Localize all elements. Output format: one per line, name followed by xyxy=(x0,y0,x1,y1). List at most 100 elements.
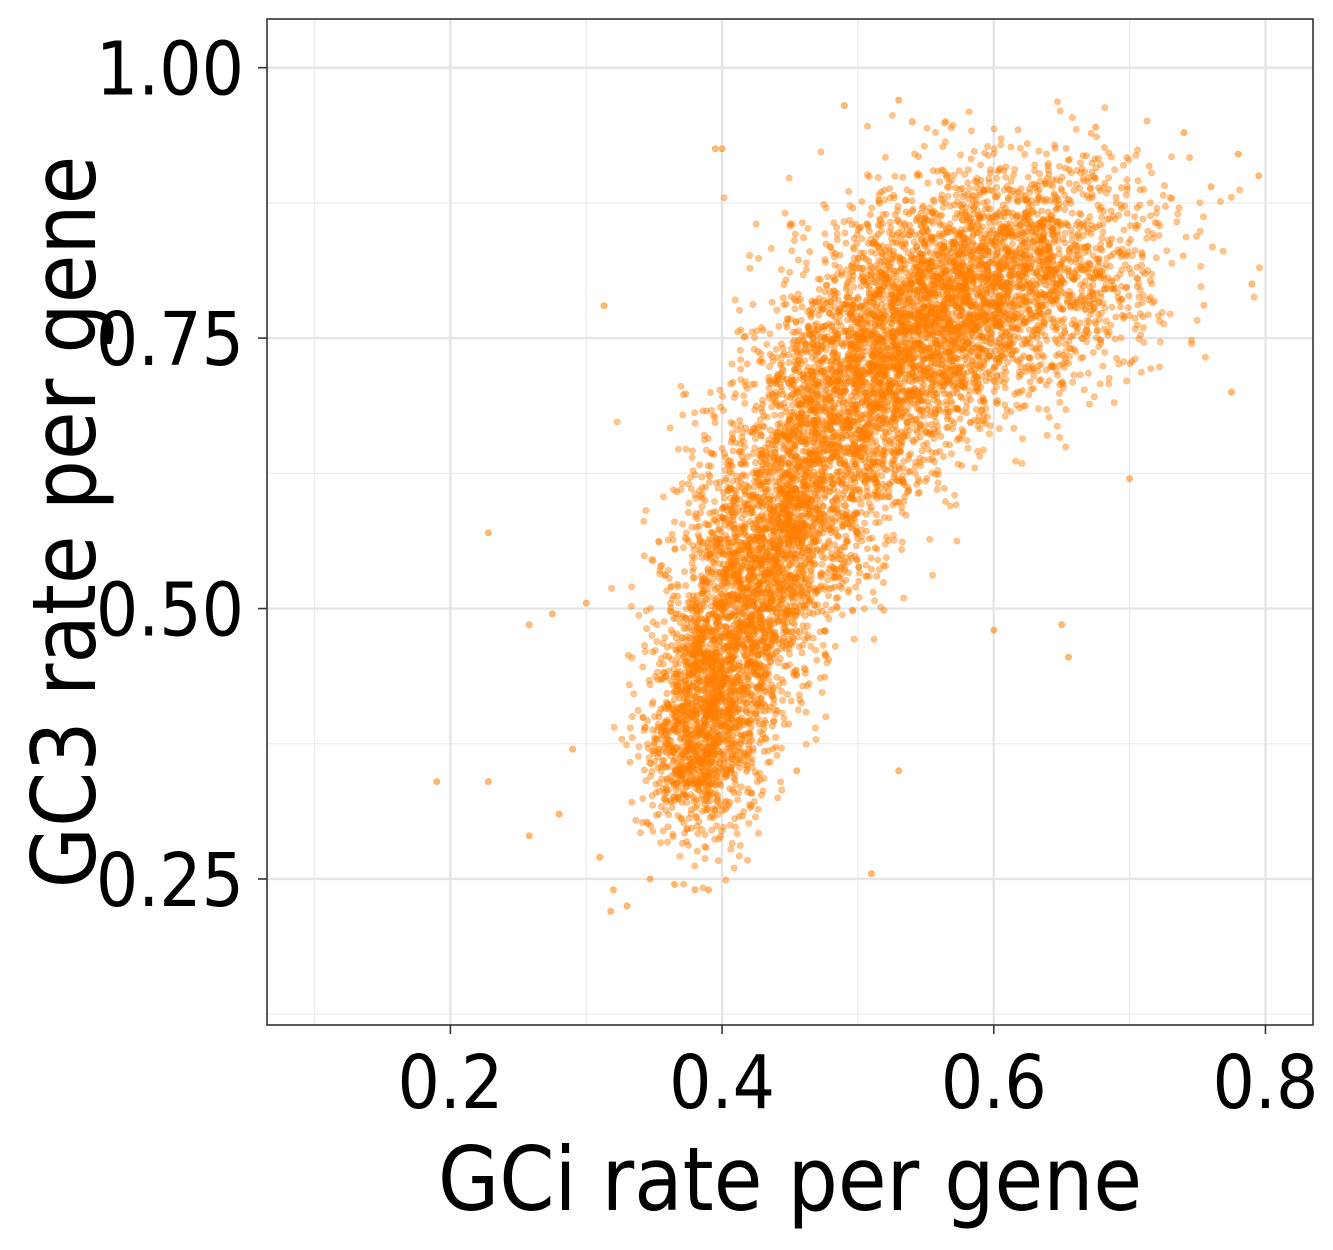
data-point xyxy=(872,370,880,378)
data-point xyxy=(947,342,955,350)
data-point xyxy=(1043,150,1051,158)
data-point xyxy=(967,155,975,163)
data-point xyxy=(995,318,1003,326)
data-point xyxy=(874,230,882,238)
data-point xyxy=(728,555,736,563)
data-point xyxy=(1064,156,1072,164)
data-point xyxy=(730,532,738,540)
data-point xyxy=(776,600,784,608)
data-point xyxy=(874,174,882,182)
data-point xyxy=(735,789,743,797)
data-point xyxy=(934,314,942,322)
data-point xyxy=(927,308,935,316)
data-point xyxy=(750,345,758,353)
data-point xyxy=(684,598,692,606)
data-point xyxy=(1004,194,1012,202)
data-point xyxy=(928,469,936,477)
data-point xyxy=(1085,318,1093,326)
data-point xyxy=(790,540,798,548)
data-point xyxy=(701,843,709,851)
data-point xyxy=(613,418,621,426)
data-point xyxy=(649,827,657,835)
data-point xyxy=(1084,369,1092,377)
data-point xyxy=(837,357,845,365)
data-point xyxy=(1045,413,1053,421)
data-point xyxy=(798,303,806,311)
data-point xyxy=(826,411,834,419)
data-point xyxy=(984,143,992,151)
data-point xyxy=(1193,316,1201,324)
data-point xyxy=(929,267,937,275)
data-point xyxy=(726,680,734,688)
data-point xyxy=(981,149,989,157)
data-point xyxy=(1079,190,1087,198)
data-point xyxy=(1033,182,1041,190)
data-point xyxy=(929,376,937,384)
data-point xyxy=(670,780,678,788)
data-point xyxy=(718,658,726,666)
data-point xyxy=(728,582,736,590)
data-point xyxy=(924,179,932,187)
data-point xyxy=(785,447,793,455)
data-point xyxy=(831,418,839,426)
data-point xyxy=(707,602,715,610)
data-point xyxy=(883,258,891,266)
data-point xyxy=(870,459,878,467)
data-point xyxy=(840,328,848,336)
data-point xyxy=(712,555,720,563)
data-point xyxy=(979,345,987,353)
data-point xyxy=(743,651,751,659)
data-point xyxy=(858,198,866,206)
data-point xyxy=(664,536,672,544)
data-point xyxy=(756,612,764,620)
data-point xyxy=(862,296,870,304)
data-point xyxy=(869,588,877,596)
data-point xyxy=(894,310,902,318)
data-point xyxy=(735,306,743,314)
data-point xyxy=(759,466,767,474)
data-point xyxy=(722,643,730,651)
data-point xyxy=(879,211,887,219)
data-point xyxy=(754,526,762,534)
data-point xyxy=(807,397,815,405)
data-point xyxy=(691,409,699,417)
data-point xyxy=(763,452,771,460)
data-point xyxy=(719,581,727,589)
data-point xyxy=(640,642,648,650)
data-point xyxy=(842,239,850,247)
data-point xyxy=(1031,184,1039,192)
data-point xyxy=(963,324,971,332)
data-point xyxy=(929,571,937,579)
data-point xyxy=(795,495,803,503)
data-point xyxy=(771,635,779,643)
data-point xyxy=(1010,255,1018,263)
data-point xyxy=(795,512,803,520)
data-point xyxy=(1061,206,1069,214)
data-point xyxy=(778,696,786,704)
data-point xyxy=(1003,292,1011,300)
data-point xyxy=(776,510,784,518)
data-point xyxy=(1002,173,1010,181)
data-point xyxy=(1113,354,1121,362)
data-point xyxy=(970,327,978,335)
data-point xyxy=(744,856,752,864)
data-point xyxy=(1035,291,1043,299)
data-point xyxy=(1018,459,1026,467)
data-point xyxy=(872,428,880,436)
data-point xyxy=(946,348,954,356)
data-point xyxy=(659,660,667,668)
data-point xyxy=(806,464,814,472)
data-point xyxy=(1007,143,1015,151)
data-point xyxy=(728,590,736,598)
data-point xyxy=(857,424,865,432)
data-point xyxy=(701,855,709,863)
data-point xyxy=(869,292,877,300)
data-point xyxy=(759,787,767,795)
data-point xyxy=(1007,408,1015,416)
data-point xyxy=(681,779,689,787)
data-point xyxy=(785,174,793,182)
data-point xyxy=(929,233,937,241)
data-point xyxy=(690,650,698,658)
data-point xyxy=(812,414,820,422)
data-point xyxy=(863,545,871,553)
